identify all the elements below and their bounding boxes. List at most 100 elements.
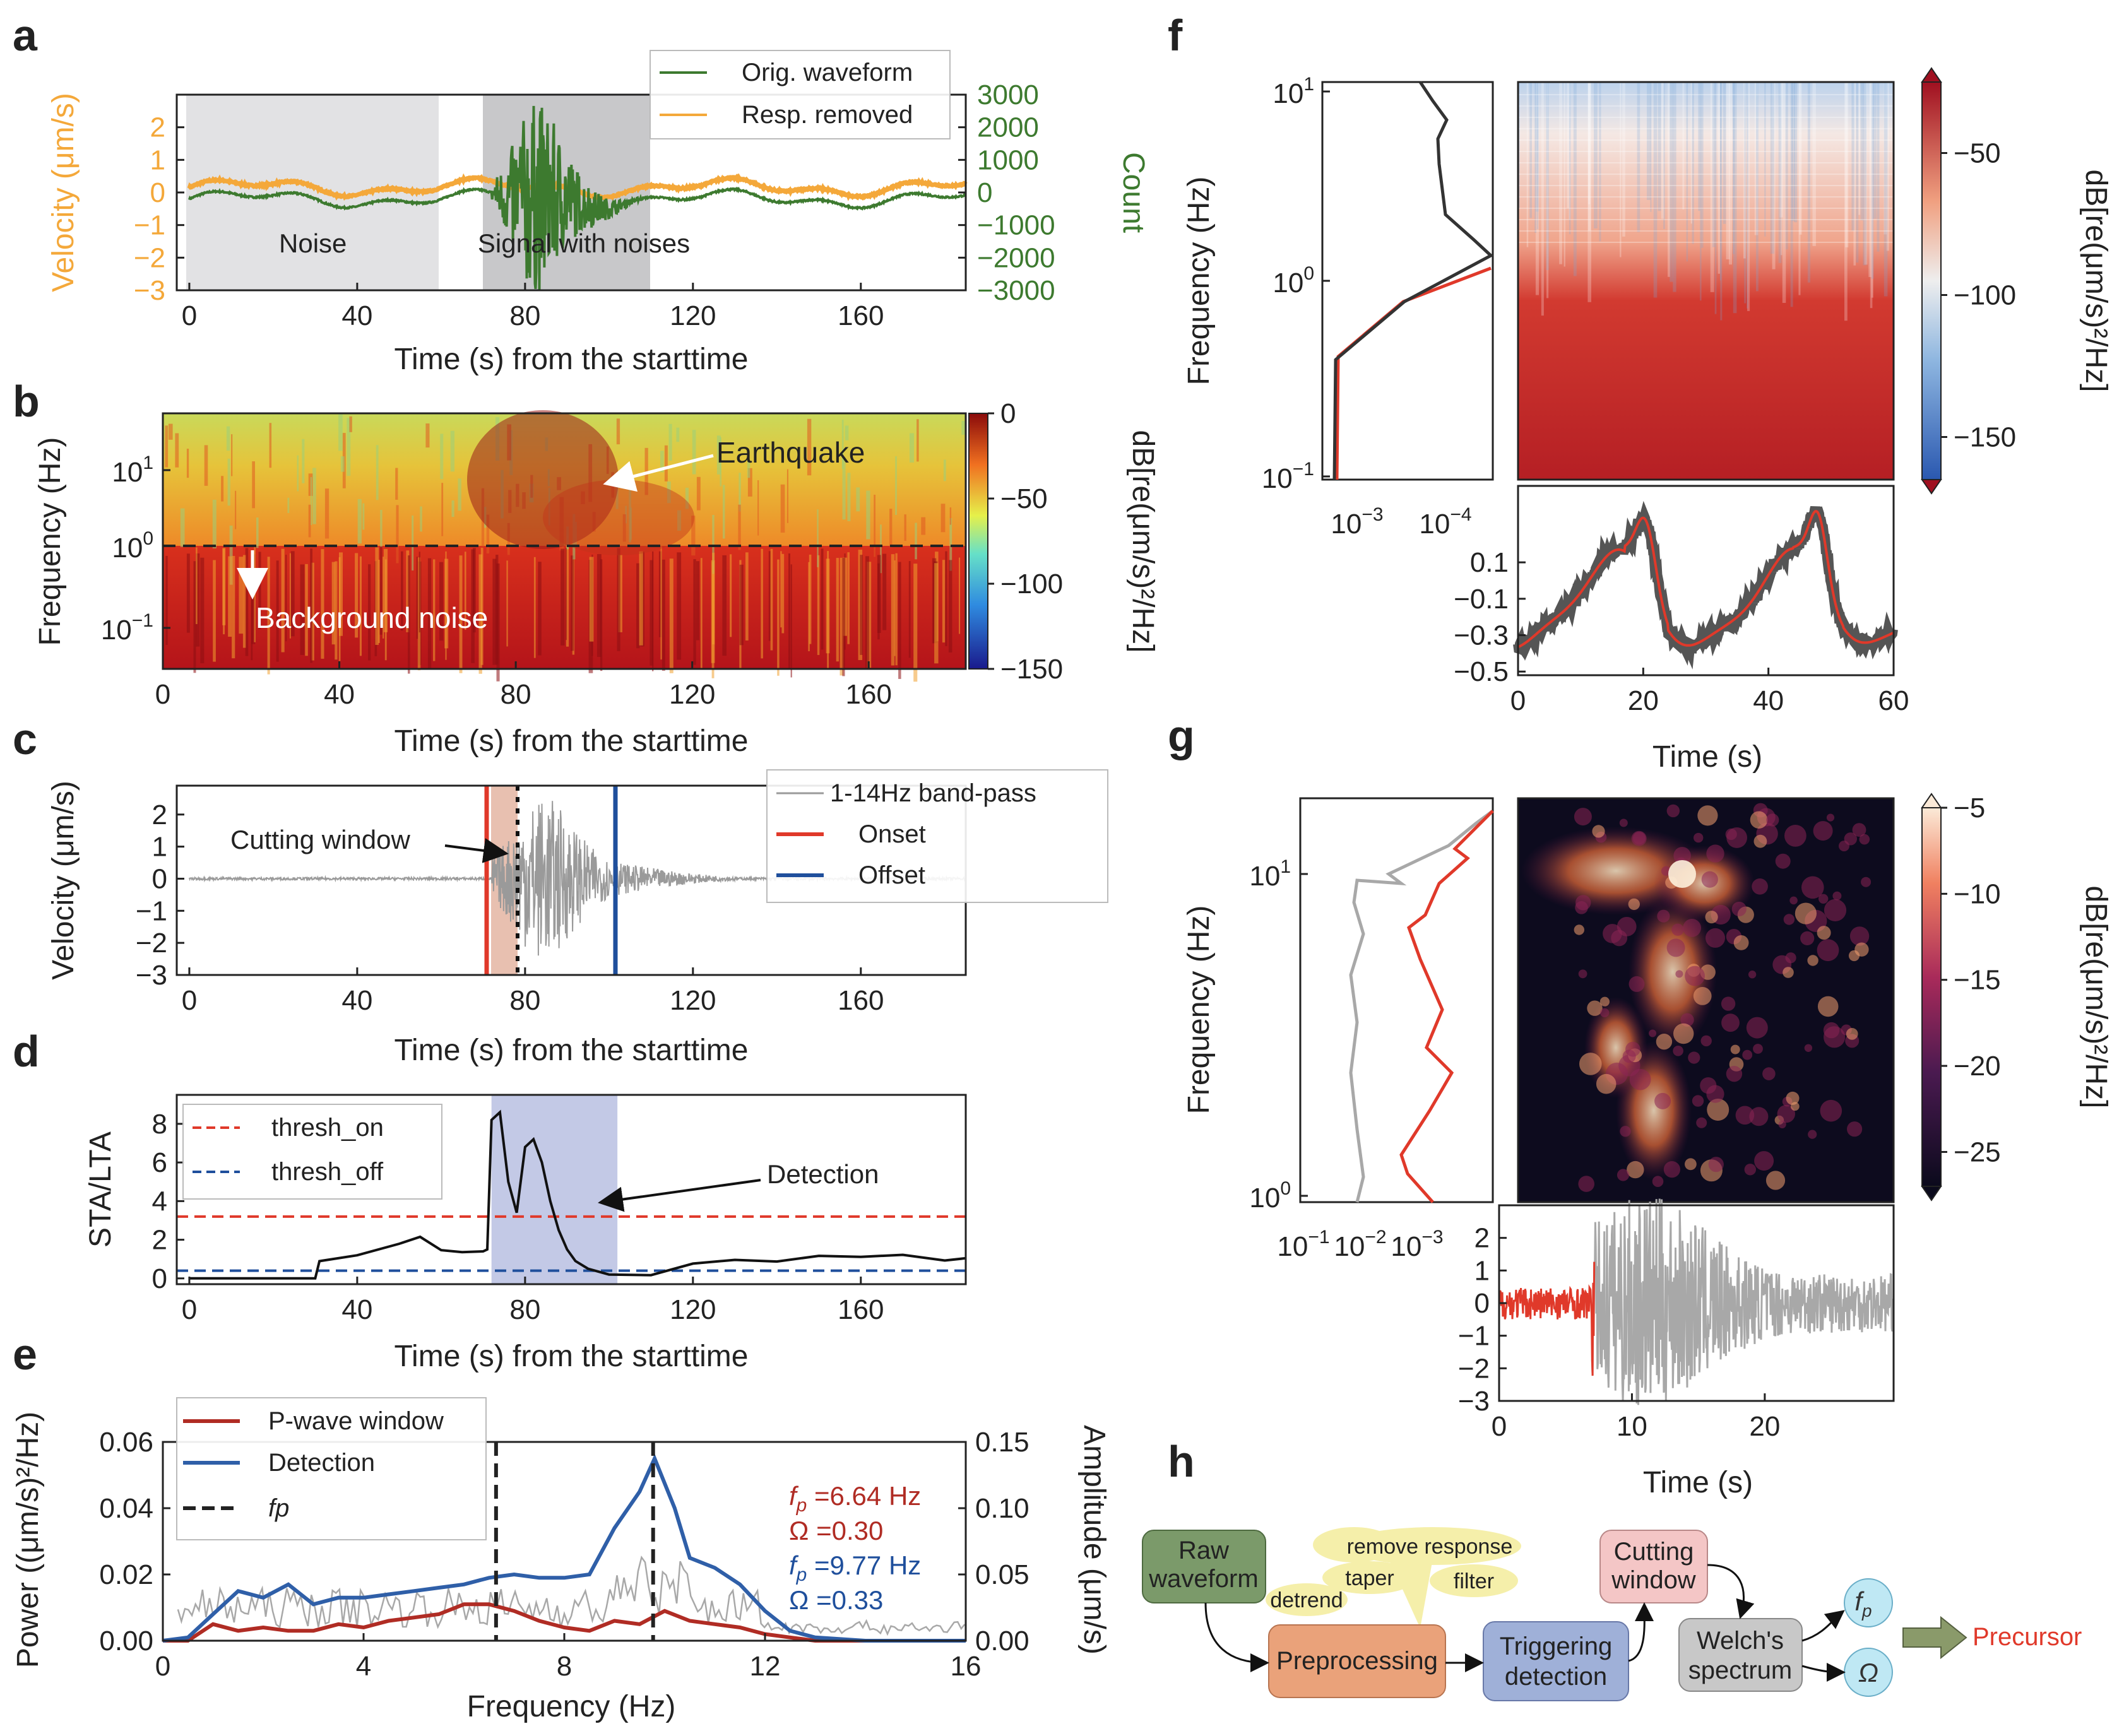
energy-speck	[1666, 938, 1685, 957]
x-tick-label-f: 0	[1510, 685, 1526, 716]
spectrogram-cell	[827, 551, 829, 669]
y-tick-label-trace-f: −0.3	[1454, 620, 1509, 651]
energy-speck	[1673, 1046, 1683, 1056]
spectrogram-cell	[180, 508, 185, 547]
energy-speck	[1707, 1099, 1729, 1121]
spectrogram-cell	[685, 487, 689, 509]
spectrogram-cell	[934, 563, 939, 664]
spectrogram-f-cell	[1700, 82, 1702, 301]
energy-speck	[1721, 996, 1736, 1011]
energy-speck	[1742, 1049, 1753, 1060]
energy-speck	[1846, 1028, 1858, 1040]
x-tick-label-a: 120	[670, 300, 716, 331]
spectrogram-cell	[538, 562, 542, 656]
y-tick-label-d: 4	[152, 1186, 167, 1217]
y-tick-label-f: 100	[1273, 263, 1314, 298]
x-tick-label-d: 160	[838, 1294, 884, 1325]
spectrogram-cell	[379, 546, 383, 635]
x-tick-label-b: 120	[669, 679, 715, 710]
energy-speck	[1731, 901, 1747, 917]
spectrogram-f-cell	[1594, 82, 1598, 228]
energy-speck	[1777, 1104, 1795, 1123]
energy-speck	[1744, 1164, 1756, 1176]
spectrogram-cell	[716, 435, 721, 475]
colorbar-tick-label-b: −150	[1000, 654, 1063, 685]
spectrogram-cell	[383, 557, 384, 639]
spectrogram-cell	[450, 430, 454, 472]
spectrogram-cell	[622, 514, 626, 542]
spectrogram-cell	[204, 445, 208, 486]
legend-onset: Onset	[858, 820, 926, 848]
spectrogram-cell	[691, 516, 696, 556]
spectrogram-cell	[308, 504, 311, 538]
spectrogram-f-cell	[1518, 82, 1520, 208]
detection-label: Detection	[767, 1159, 879, 1189]
spectrogram-cell	[894, 560, 896, 656]
energy-speck	[1685, 1158, 1697, 1171]
x-tick-label-a: 40	[341, 300, 372, 331]
axis-ticks-a: 0 40 80 120 160210−1−2−33000200010000−1000−2…	[134, 80, 1055, 331]
spectrogram-f-cell	[1785, 82, 1788, 250]
trig-label-2: detection	[1505, 1663, 1607, 1691]
spectrogram-f-cell	[1546, 82, 1549, 270]
bubble-remove-response	[1344, 1527, 1521, 1565]
spectrogram-cell	[652, 551, 654, 671]
energy-speck	[1813, 821, 1833, 841]
sta-lta-line	[189, 1109, 966, 1280]
spectrogram-cell	[376, 445, 379, 500]
spectrogram-cell	[396, 505, 399, 564]
spectrogram-cell	[895, 456, 897, 515]
spectrogram-cell	[471, 549, 475, 663]
detection-shade	[491, 1095, 618, 1284]
spectrogram-cell	[406, 550, 410, 632]
spectrogram-cell	[425, 423, 430, 448]
panel-f: 0 20 40 60 0.1 −0.1 −0.3 −0.5 101 100 10−1 10−3 10−4…	[1182, 67, 2112, 774]
f-trace-envelope	[1513, 500, 1898, 670]
background-noise-label: Background noise	[256, 601, 488, 634]
spectrogram-f-cell	[1794, 82, 1798, 223]
ylabel-left-e: Power ((μm/s)²/Hz)	[11, 1412, 45, 1668]
x-tick-label-d: 0	[182, 1294, 197, 1325]
spectrogram-cell	[433, 559, 436, 661]
energy-speck	[1700, 1035, 1712, 1047]
spectrogram-f-texture	[1518, 82, 1894, 321]
raw-label-2: waveform	[1148, 1565, 1258, 1593]
colorbar-tick-label-b: 0	[1000, 398, 1016, 429]
panel-e: 0 4 8 12 160.060.040.020.000.150.100.050.00 …	[11, 1397, 1111, 1723]
spectrogram-f-cell	[1772, 82, 1776, 269]
y-tick-label-c: 2	[152, 800, 167, 830]
energy-speck	[1750, 811, 1768, 829]
x-tick-label-c: 80	[509, 985, 540, 1016]
fp-blue-prefix: fp	[789, 1550, 807, 1585]
spectrogram-cell	[287, 497, 290, 513]
y-tick-label-right-a: −2000	[977, 242, 1055, 273]
spectrogram-cell	[660, 546, 662, 660]
spectrogram-cell	[458, 478, 461, 511]
spectrogram-f-cell	[1663, 82, 1665, 229]
x-tick-label-spectrum-g: 10−3	[1391, 1227, 1443, 1262]
x-tick-label-e: 16	[951, 1651, 982, 1682]
spectrogram-cell	[221, 476, 224, 502]
spectrogram-f-cell	[1782, 82, 1786, 303]
spectrogram-f-cell	[1661, 82, 1664, 219]
x-tick-label-c: 0	[182, 985, 197, 1016]
spectrogram-cell	[566, 546, 569, 647]
spectrogram-cell	[165, 425, 169, 468]
energy-speck	[1628, 898, 1640, 911]
y-tick-label-left-e: 0.02	[99, 1559, 153, 1590]
spectrogram-f-cell	[1863, 82, 1866, 266]
spectrogram-cell	[561, 548, 565, 646]
g-spectrum-grey	[1349, 809, 1494, 1203]
y-tick-label-left-a: −1	[134, 210, 165, 241]
spectrogram-f-cell	[1717, 82, 1720, 274]
spectrogram-cell	[761, 548, 763, 659]
spectrogram-cell	[949, 518, 952, 571]
panel-label-a: a	[13, 11, 38, 60]
spectrogram-cell	[196, 553, 200, 647]
spectrogram-cell	[324, 488, 329, 539]
y-tick-label-c: −2	[136, 928, 167, 959]
signal-label: Signal with noises	[478, 228, 690, 258]
ylabel-d: STA/LTA	[84, 1131, 117, 1248]
xlabel-d: Time (s) from the starttime	[395, 1340, 749, 1373]
axis-ticks-d: 0 40 80 120 160 8 6 4 2 0	[152, 1109, 884, 1325]
